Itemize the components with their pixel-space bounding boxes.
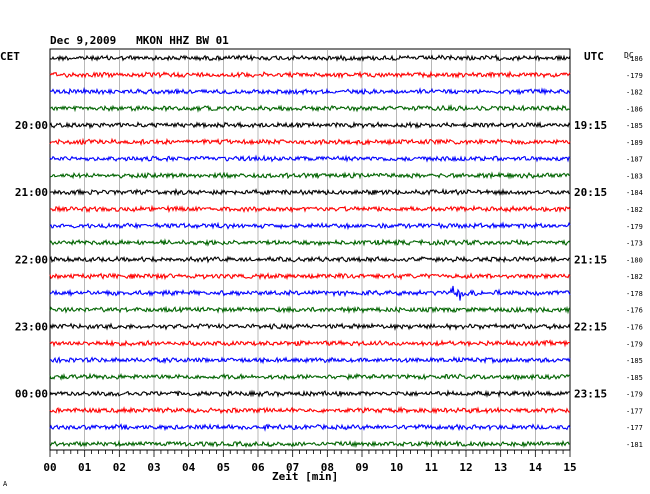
trace-6 (49, 154, 571, 163)
dc-offset-label: -179 (626, 391, 643, 399)
x-tick-label: 03 (147, 461, 160, 474)
plot-frame (49, 48, 571, 451)
trace-22 (49, 423, 571, 432)
trace-0 (49, 53, 571, 62)
left-hour-label: 00:00 (15, 388, 48, 401)
left-hour-label: 21:00 (15, 186, 48, 199)
x-tick-label: 00 (43, 461, 56, 474)
trace-2 (49, 86, 571, 96)
dc-offset-label: -173 (626, 240, 643, 248)
x-tick-label: 02 (113, 461, 126, 474)
left-hour-label: 23:00 (15, 320, 48, 333)
dc-offset-label: -185 (626, 357, 643, 365)
trace-16 (49, 322, 571, 332)
trace-1 (49, 70, 571, 80)
dc-offset-label: -179 (626, 72, 643, 80)
dc-offset-label: -178 (626, 290, 643, 298)
left-hour-label: 20:00 (15, 119, 48, 132)
right-hour-label: 20:15 (574, 186, 607, 199)
trace-14 (49, 285, 571, 301)
chart-title: Dec 9,2009 MKON HHZ BW 01 (50, 34, 229, 47)
x-tick-label: 06 (251, 461, 265, 474)
trace-19 (49, 372, 571, 382)
dc-offset-label: -177 (626, 407, 643, 415)
left-hour-label: 22:00 (15, 253, 48, 266)
trace-12 (49, 255, 571, 264)
trace-15 (49, 305, 571, 315)
right-hour-label: 21:15 (574, 253, 607, 266)
x-tick-label: 11 (425, 461, 439, 474)
dc-offset-label: -186 (626, 105, 643, 113)
trace-21 (49, 405, 570, 415)
dc-offset-label: -182 (626, 89, 643, 97)
right-hour-label: 19:15 (574, 119, 607, 132)
trace-7 (49, 171, 571, 180)
x-tick-label: 08 (321, 461, 334, 474)
trace-8 (49, 187, 571, 197)
x-tick-label: 04 (182, 461, 196, 474)
left-timezone-label: CET (0, 50, 20, 63)
x-tick-label: 09 (355, 461, 368, 474)
trace-9 (49, 204, 571, 214)
x-tick-label: 12 (459, 461, 472, 474)
dc-offset-label: -185 (626, 374, 643, 382)
x-tick-label: 07 (286, 461, 299, 474)
x-tick-label: 10 (390, 461, 403, 474)
trace-18 (49, 355, 571, 365)
dc-offset-label: -186 (626, 55, 643, 63)
corner-mark: A (3, 480, 8, 488)
trace-10 (49, 221, 571, 231)
dc-offset-label: -187 (626, 156, 643, 164)
trace-5 (49, 137, 571, 147)
dc-offset-label: -185 (626, 122, 643, 130)
trace-17 (49, 339, 571, 348)
trace-20 (49, 389, 571, 399)
x-tick-label: 01 (78, 461, 92, 474)
right-hour-label: 23:15 (574, 388, 607, 401)
x-tick-label: 13 (494, 461, 507, 474)
x-tick-label: 14 (529, 461, 543, 474)
dc-offset-label: -184 (626, 189, 643, 197)
dc-offset-label: -182 (626, 206, 643, 214)
trace-13 (49, 272, 571, 281)
right-hour-label: 22:15 (574, 320, 607, 333)
dc-label: DC (624, 51, 634, 60)
dc-offset-label: -189 (626, 139, 643, 147)
trace-4 (49, 120, 571, 130)
x-tick-label: 15 (563, 461, 576, 474)
x-axis-title: Zeit [min] (272, 470, 339, 483)
dc-offset-label: -183 (626, 172, 643, 180)
dc-offset-label: -177 (626, 424, 643, 432)
x-tick-label: 05 (217, 461, 230, 474)
trace-23 (49, 439, 571, 449)
dc-offset-label: -176 (626, 323, 643, 331)
trace-3 (50, 103, 571, 113)
dc-offset-label: -181 (626, 441, 643, 449)
dc-offset-label: -179 (626, 340, 643, 348)
dc-offset-label: -182 (626, 273, 643, 281)
trace-11 (49, 238, 571, 247)
dc-offset-label: -176 (626, 307, 643, 315)
right-timezone-label: UTC (584, 50, 604, 63)
dc-offset-label: -180 (626, 256, 643, 264)
dc-offset-label: -179 (626, 223, 643, 231)
